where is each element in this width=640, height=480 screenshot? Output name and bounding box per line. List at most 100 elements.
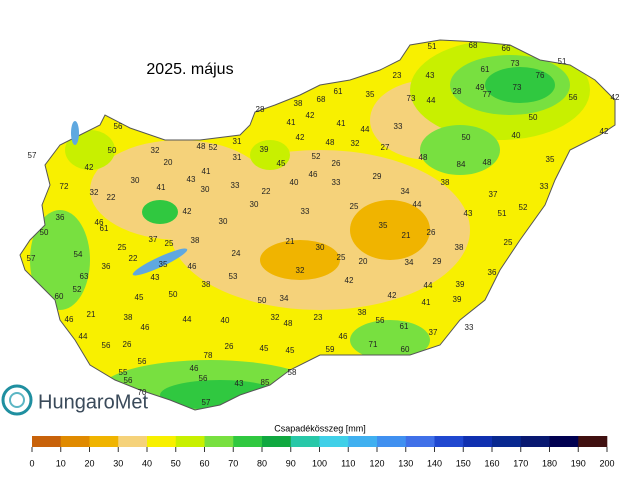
station-value: 20 [359, 257, 368, 266]
station-value: 44 [427, 96, 436, 105]
station-value: 25 [350, 202, 359, 211]
station-value: 38 [441, 178, 450, 187]
colorbar-swatch [32, 436, 62, 447]
station-value: 30 [316, 243, 325, 252]
station-value: 39 [456, 280, 465, 289]
station-value: 39 [260, 145, 269, 154]
station-value: 56 [124, 376, 133, 385]
station-value: 56 [138, 357, 147, 366]
station-value: 25 [504, 238, 513, 247]
station-value: 38 [358, 308, 367, 317]
station-value: 44 [413, 200, 422, 209]
station-value: 55 [119, 368, 128, 377]
station-value: 60 [401, 345, 410, 354]
station-value: 77 [483, 90, 492, 99]
station-value: 56 [376, 316, 385, 325]
station-value: 22 [107, 193, 116, 202]
station-value: 25 [118, 243, 127, 252]
logo: HungaroMet [1, 384, 149, 416]
station-value: 42 [85, 163, 94, 172]
station-value: 28 [453, 87, 462, 96]
station-value: 38 [202, 280, 211, 289]
station-value: 45 [286, 346, 295, 355]
station-value: 28 [256, 105, 265, 114]
station-value: 23 [393, 71, 402, 80]
lake-balaton [132, 248, 188, 276]
station-value: 46 [95, 218, 104, 227]
colorbar-tick-label: 100 [312, 458, 327, 468]
station-value: 22 [129, 254, 138, 263]
colorbar-swatch [118, 436, 148, 447]
station-value: 36 [488, 268, 497, 277]
station-value: 26 [225, 342, 234, 351]
station-value: 42 [600, 127, 609, 136]
station-value: 41 [337, 119, 346, 128]
station-value: 63 [80, 272, 89, 281]
station-value: 29 [433, 257, 442, 266]
station-value: 32 [296, 266, 305, 275]
station-value: 42 [296, 133, 305, 142]
station-value: 26 [427, 228, 436, 237]
station-value: 39 [453, 295, 462, 304]
station-value: 54 [74, 250, 83, 259]
station-value: 53 [229, 272, 238, 281]
station-value: 48 [284, 319, 293, 328]
colorbar-tick-label: 80 [257, 458, 267, 468]
station-value: 50 [258, 296, 267, 305]
colorbar-swatch [377, 436, 407, 447]
colorbar-tick-label: 130 [398, 458, 413, 468]
station-value: 43 [426, 71, 435, 80]
station-value: 48 [197, 142, 206, 151]
station-value: 50 [529, 113, 538, 122]
station-value: 61 [334, 87, 343, 96]
station-value: 49 [476, 83, 485, 92]
station-value: 38 [455, 243, 464, 252]
colorbar-tick-label: 40 [142, 458, 152, 468]
colorbar-swatch [549, 436, 579, 447]
station-value: 31 [233, 137, 242, 146]
station-value: 25 [337, 253, 346, 262]
station-value: 42 [183, 207, 192, 216]
colorbar-swatch [520, 436, 550, 447]
colorbar-tick-label: 150 [456, 458, 471, 468]
station-value: 41 [157, 183, 166, 192]
station-value: 33 [540, 182, 549, 191]
colorbar-tick-label: 120 [369, 458, 384, 468]
station-value: 68 [317, 95, 326, 104]
station-value: 56 [569, 93, 578, 102]
station-value: 33 [332, 178, 341, 187]
station-value: 24 [232, 249, 241, 258]
station-value: 45 [277, 159, 286, 168]
lake-ferto [71, 121, 79, 145]
station-value: 27 [381, 143, 390, 152]
colorbar-swatch [319, 436, 349, 447]
colorbar-tick-label: 50 [171, 458, 181, 468]
station-value: 70 [138, 388, 147, 397]
colorbar-swatch [434, 436, 464, 447]
station-value: 40 [512, 131, 521, 140]
station-value: 71 [369, 340, 378, 349]
station-value: 50 [108, 146, 117, 155]
station-value: 43 [464, 209, 473, 218]
station-value: 44 [79, 332, 88, 341]
colorbar-tick-label: 0 [29, 458, 34, 468]
station-value: 20 [164, 158, 173, 167]
station-value: 78 [204, 351, 213, 360]
station-value: 23 [314, 313, 323, 322]
logo-text: HungaroMet [38, 391, 149, 413]
station-value: 40 [290, 178, 299, 187]
station-value: 32 [151, 146, 160, 155]
station-value: 51 [498, 209, 507, 218]
station-value: 50 [169, 290, 178, 299]
station-value: 22 [262, 187, 271, 196]
station-value: 57 [27, 254, 36, 263]
station-value: 46 [141, 323, 150, 332]
station-value: 68 [469, 41, 478, 50]
station-value: 42 [345, 276, 354, 285]
station-value: 73 [407, 94, 416, 103]
colorbar-tick-label: 170 [513, 458, 528, 468]
colorbar-swatch [290, 436, 320, 447]
station-value: 76 [536, 71, 545, 80]
